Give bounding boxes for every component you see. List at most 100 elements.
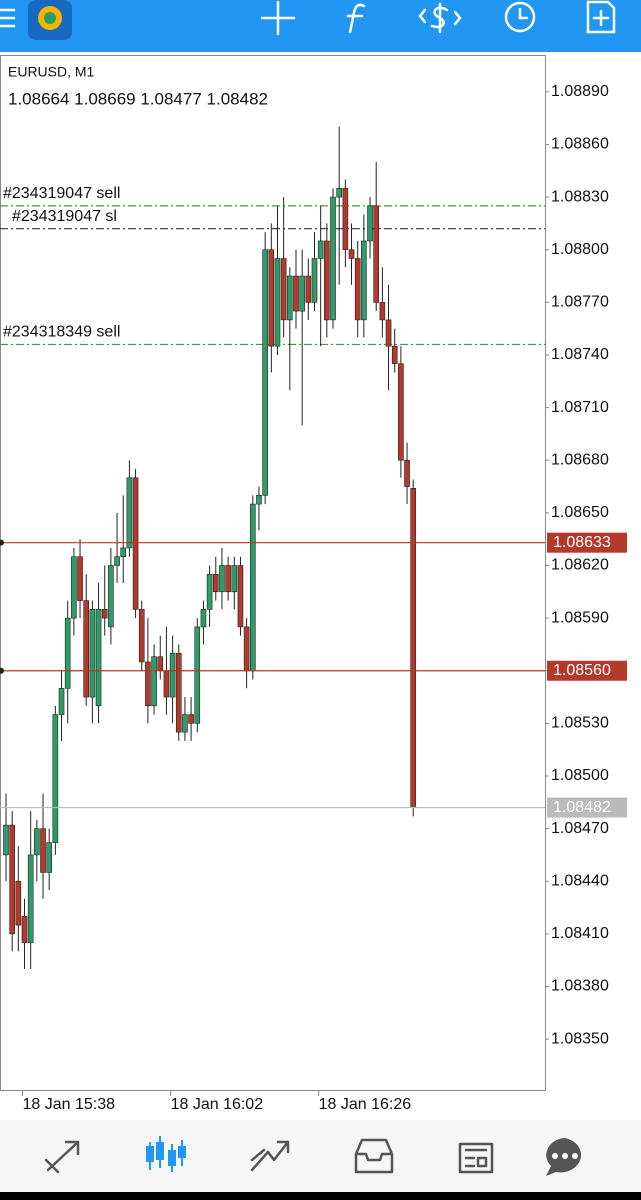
price-label-box [547,532,627,553]
x-tick-label: 18 Jan 16:26 [319,1096,412,1113]
candle-body [58,687,65,715]
candle-body [225,565,231,593]
candle-body [145,661,151,707]
candle-body [243,626,250,672]
candle-body [256,495,262,505]
candle-body [21,916,28,943]
candle-body [182,714,188,733]
candle-body [188,714,194,724]
ohlc-readout: 1.08664 1.08669 1.08477 1.08482 [8,89,268,108]
candle-body [250,503,256,672]
candle-body [15,880,22,926]
candle-body [200,609,207,628]
candle-body [287,275,293,321]
candle-body [89,609,96,698]
candle-body [410,487,417,808]
candle-body [157,656,164,672]
candle-body [342,188,349,251]
candle-body [194,626,201,724]
x-tick-label: 18 Jan 15:38 [23,1096,116,1113]
candle-body [293,275,299,312]
candle-body [132,477,139,610]
plot-area [0,55,546,1091]
candle-body [40,828,46,873]
candle-body [126,477,133,549]
candle-body [373,205,380,303]
candle-body [268,249,275,347]
candle-body [52,714,59,843]
y-tick-label: 1.08350 [551,1030,609,1047]
y-tick-label: 1.08440 [551,872,609,889]
candle-body [9,824,15,935]
candle-body [138,609,145,663]
candle-body [231,565,238,593]
candle-body [206,573,213,610]
y-tick-label: 1.08860 [551,136,609,153]
candle-body [212,573,219,593]
candle-body [404,459,410,487]
candle-body [354,258,361,321]
y-tick-label: 1.08590 [551,609,609,626]
candle-body [385,319,392,347]
price-line-handle [0,539,4,546]
price-label-box [547,797,627,818]
candle-body [324,240,330,321]
y-tick-label: 1.08620 [551,557,609,574]
candle-body [398,363,404,461]
nav-news[interactable] [458,1142,494,1174]
candle-body [169,652,176,698]
y-tick-label: 1.08830 [551,188,609,205]
candle-body [237,565,244,628]
candle-body [108,565,114,628]
plot: 1.08890 1.08860 1.08830 1.08800 1.08770 1.087… [0,83,627,1113]
candle-body [299,275,305,312]
candle-body [280,258,287,321]
y-tick-label: 1.08710 [551,399,609,416]
menu-button[interactable] [0,8,16,28]
price-label: 1.08482 [553,799,611,816]
y-tick-label: 1.08680 [551,451,609,468]
nav-chat[interactable] [546,1138,582,1176]
toolbar [0,0,641,52]
candle-body [27,854,34,943]
timeframe-button[interactable] [504,1,536,33]
y-tick-label: 1.08470 [551,820,609,837]
y-tick-label: 1.08650 [551,504,609,521]
y-tick-label: 1.08500 [551,767,609,784]
trade-button[interactable] [418,2,462,34]
candle-body [151,656,157,707]
price-label: 1.08560 [553,662,611,679]
candle-body [120,547,127,558]
indicators-button[interactable] [346,3,366,34]
crosshair-button[interactable] [260,0,296,36]
nav-chart[interactable] [146,1136,186,1172]
nav-trade[interactable] [250,1140,290,1172]
candle-body [317,240,324,259]
candle-body [219,565,225,593]
candle-body [71,556,77,619]
y-tick-label: 1.08380 [551,978,609,995]
y-tick-label: 1.08770 [551,294,609,311]
new-order-button[interactable] [586,0,616,34]
candle-body [83,600,90,698]
candle-body [114,556,120,566]
candle-body [46,842,52,873]
price-line-handle [0,667,4,674]
nav-quotes[interactable] [44,1140,80,1174]
candle-body [77,556,83,601]
y-tick-label: 1.08740 [551,346,609,363]
candle-body [64,617,71,689]
y-tick-label: 1.08800 [551,241,609,258]
bottom-nav [0,1120,641,1192]
price-label: 1.08633 [553,534,611,551]
candle-body [274,258,281,347]
x-tick-label: 18 Jan 16:02 [171,1096,264,1113]
order-label: #234318349 sell [3,324,120,341]
candle-body [163,670,170,698]
candle-body [95,609,102,707]
nav-history[interactable] [354,1138,394,1174]
candle-body [101,609,108,619]
app-logo[interactable] [28,0,72,40]
y-tick-label: 1.08890 [551,83,609,100]
